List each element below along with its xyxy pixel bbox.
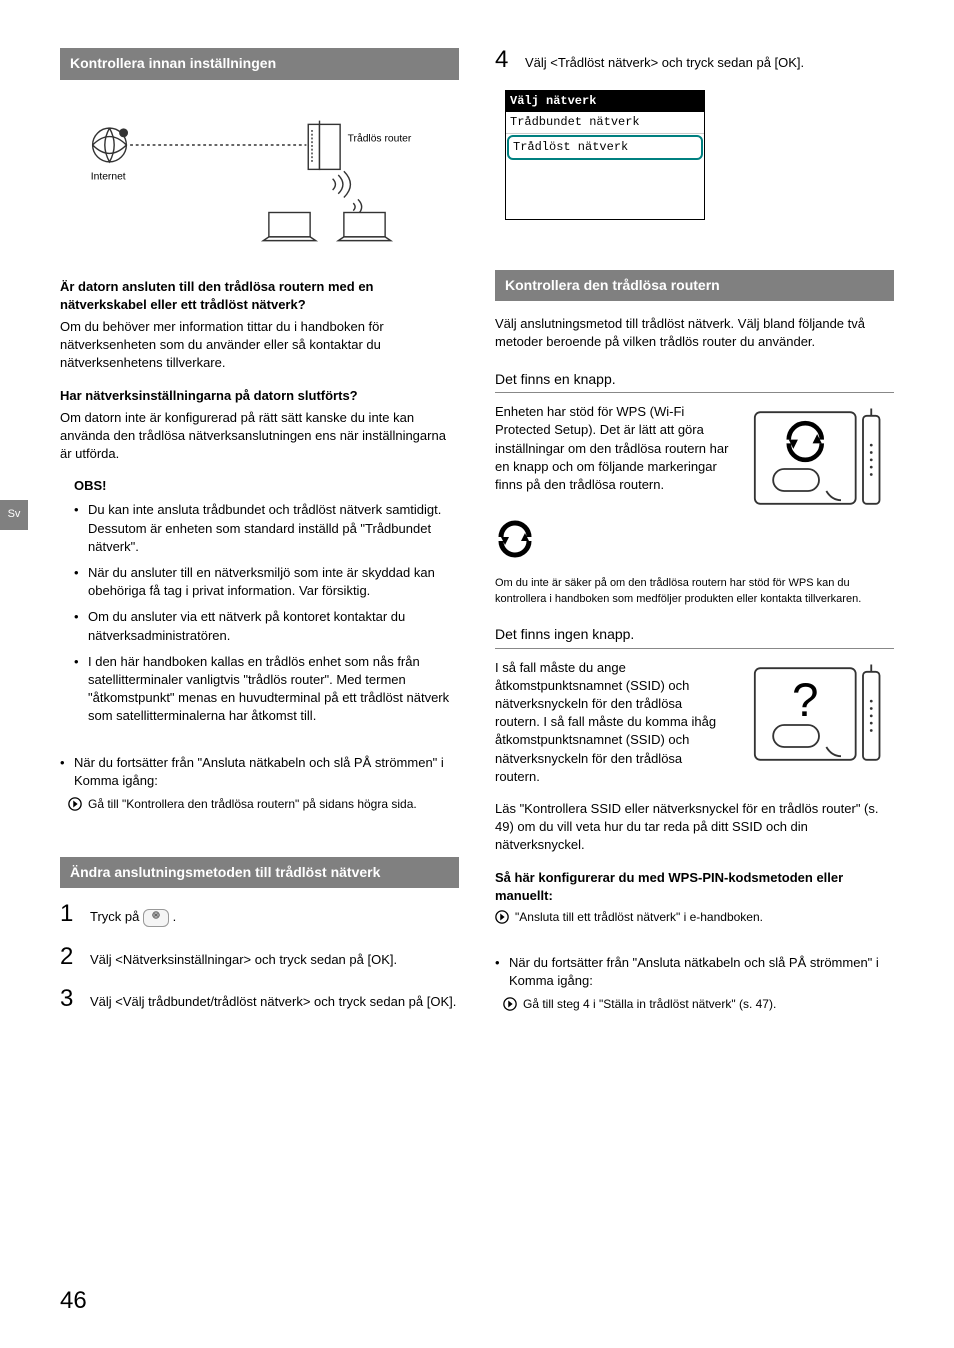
step-number: 4 <box>495 48 515 72</box>
continue-reference-text: Gå till "Kontrollera den trådlösa router… <box>88 797 417 811</box>
step-4-text: Välj <Trådlöst nätverk> och tryck sedan … <box>525 48 804 72</box>
note-item: Om du ansluter via ett nätverk på kontor… <box>74 608 459 644</box>
select-network-panel: Välj nätverk Trådbundet nätverk Trådlöst… <box>505 90 705 219</box>
ssid-reference: Läs "Kontrollera SSID eller nätverksnyck… <box>495 800 894 855</box>
note-list: Du kan inte ansluta trådbundet och trådl… <box>74 501 459 725</box>
continue-reference-right: Gå till steg 4 i "Ställa in trådlöst nät… <box>495 996 894 1013</box>
step-3-text: Välj <Välj trådbundet/trådlöst nätverk> … <box>90 987 456 1011</box>
note-item: I den här handboken kallas en trådlös en… <box>74 653 459 726</box>
network-diagram: Internet Trådlös router <box>60 100 459 250</box>
page-number: 46 <box>60 1284 87 1318</box>
note-block: OBS! Du kan inte ansluta trådbundet och … <box>60 477 459 725</box>
right-column: 4 Välj <Trådlöst nätverk> och tryck seda… <box>495 48 894 1029</box>
panel-item-wired: Trådbundet nätverk <box>506 112 704 134</box>
wps-icon <box>495 519 535 559</box>
continue-reference-right-text: Gå till steg 4 i "Ställa in trådlöst nät… <box>523 997 776 1011</box>
wps-pin-reference-text: "Ansluta till ett trådlöst nätverk" i e-… <box>515 910 763 924</box>
wps-pin-heading: Så här konfigurerar du med WPS-PIN-kodsm… <box>495 869 894 905</box>
no-button-heading: Det finns ingen knapp. <box>495 625 894 649</box>
arrow-right-circle-icon <box>495 910 509 924</box>
has-button-block: Enheten har stöd för WPS (Wi-Fi Protecte… <box>495 403 894 513</box>
note-item: Du kan inte ansluta trådbundet och trådl… <box>74 501 459 556</box>
wps-pin-reference: "Ansluta till ett trådlöst nätverk" i e-… <box>495 909 894 926</box>
no-button-text: I så fall måste du ange åtkomstpunktsnam… <box>495 659 730 786</box>
step-number: 3 <box>60 987 80 1011</box>
section-header-check-router: Kontrollera den trådlösa routern <box>495 270 894 302</box>
page-content: Kontrollera innan inställningen Internet <box>0 0 954 1069</box>
router-intro: Välj anslutningsmetod till trådlöst nätv… <box>495 315 894 351</box>
has-button-heading: Det finns en knapp. <box>495 370 894 394</box>
step-number: 2 <box>60 945 80 969</box>
language-tab: Sv <box>0 500 28 530</box>
step-4: 4 Välj <Trådlöst nätverk> och tryck seda… <box>495 48 894 72</box>
left-column: Kontrollera innan inställningen Internet <box>60 48 459 1029</box>
step-2-text: Välj <Nätverksinställningar> och tryck s… <box>90 945 397 969</box>
arrow-right-circle-icon <box>503 997 517 1011</box>
note-title: OBS! <box>74 477 459 495</box>
router-label: Trådlös router <box>348 132 412 144</box>
step-3: 3 Välj <Välj trådbundet/trådlöst nätverk… <box>60 987 459 1011</box>
internet-label: Internet <box>91 171 126 182</box>
section-header-check-before: Kontrollera innan inställningen <box>60 48 459 80</box>
menu-key-icon <box>143 909 169 926</box>
has-button-text: Enheten har stöd för WPS (Wi-Fi Protecte… <box>495 403 730 494</box>
panel-header: Välj nätverk <box>506 91 704 112</box>
wps-uncertain-note: Om du inte är säker på om den trådlösa r… <box>495 576 894 607</box>
continue-bullet: När du fortsätter från "Ansluta nätkabel… <box>60 754 459 790</box>
no-button-block: I så fall måste du ange åtkomstpunktsnam… <box>495 659 894 786</box>
step-2: 2 Välj <Nätverksinställningar> och tryck… <box>60 945 459 969</box>
step-1-text: Tryck på . <box>90 902 176 926</box>
question-2-title: Har nätverksinställningarna på datorn sl… <box>60 387 459 405</box>
question-2-body: Om datorn inte är konfigurerad på rätt s… <box>60 409 459 464</box>
continue-bullet-right: När du fortsätter från "Ansluta nätkabel… <box>495 954 894 990</box>
router-unknown-illustration: ? <box>744 659 894 769</box>
step-number: 1 <box>60 902 80 926</box>
svg-text:?: ? <box>792 674 819 727</box>
step-1: 1 Tryck på . <box>60 902 459 926</box>
question-1-body: Om du behöver mer information tittar du … <box>60 318 459 373</box>
section-header-change-method: Ändra anslutningsmetoden till trådlöst n… <box>60 857 459 889</box>
router-wps-illustration <box>744 403 894 513</box>
panel-item-wireless-selected: Trådlöst nätverk <box>507 135 703 160</box>
continue-reference: Gå till "Kontrollera den trådlösa router… <box>60 796 459 813</box>
arrow-right-circle-icon <box>68 797 82 811</box>
question-1-title: Är datorn ansluten till den trådlösa rou… <box>60 278 459 314</box>
note-item: När du ansluter till en nätverksmiljö so… <box>74 564 459 600</box>
